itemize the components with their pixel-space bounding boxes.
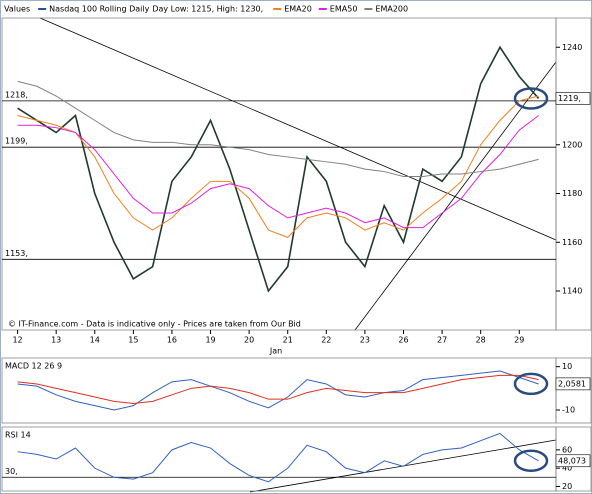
x-tick-label: 20 [244,336,254,345]
subtitle: Day Low: 1215, High: 1230, [152,5,263,14]
legend-label: EMA20 [284,5,312,14]
level-label: 1218, [5,90,28,99]
last-value-label: 2,0581 [558,379,586,388]
x-tick-label: 29 [514,336,524,345]
x-tick-label: 23 [360,336,370,345]
x-tick-label: 28 [476,336,486,345]
y-tick-label: 1140 [562,287,582,296]
panel [1,357,592,424]
panel-title: RSI 14 [5,431,31,440]
last-value-label: 1219, [558,94,581,103]
panel [1,426,592,492]
y-tick-label: 1240 [562,43,582,52]
legend-label: EMA50 [330,5,358,14]
x-tick-label: 21 [283,336,293,345]
y-tick-label: 1160 [562,238,582,247]
y-tick-label: 60 [562,445,572,454]
legend-label: EMA200 [375,5,408,14]
note: © IT-Finance.com - Data is indicative on… [8,320,301,329]
highlight-circle [513,372,549,396]
series-line [17,115,539,229]
x-tick-label: 14 [90,336,100,345]
x-axis-label: Jan [269,347,282,356]
series-line [17,45,540,293]
trend-line-down [39,17,557,241]
y-tick-label: 20 [562,482,572,491]
panel [1,17,592,331]
last-value-tag [555,454,591,468]
series-line [17,370,539,411]
last-value-tag [555,377,591,391]
y-tick-label: -10 [562,406,575,415]
level-label: 1153, [5,249,28,258]
highlight-circle [513,87,549,110]
x-tick-label: 16 [167,336,177,345]
x-tick-label: 12 [12,336,22,345]
series-line [17,432,539,483]
highlight-circle [513,449,549,473]
series-line [17,374,539,405]
x-tick-label: 19 [205,336,215,345]
legend-label: Nasdaq 100 Rolling Daily [49,5,149,14]
last-value-tag [555,92,591,105]
x-tick-label: 22 [321,336,331,345]
panel-title: MACD 12 26 9 [5,362,62,371]
x-tick-label: 15 [128,336,138,345]
y-tick-label: 40 [562,464,572,473]
x-tick-label: 27 [437,336,447,345]
x-tick-label: 26 [398,336,408,345]
series-line [17,80,539,177]
series-line [17,95,539,238]
y-tick-label: 1200 [562,140,582,149]
y-tick-label: 1180 [562,189,582,198]
header-label: Values [4,5,30,14]
level-label: 1199, [5,137,28,146]
last-value-label: 48,073 [558,456,586,465]
y-tick-label: 10 [562,362,572,371]
level-label: 30, [5,467,18,476]
x-tick-label: 13 [51,336,61,345]
